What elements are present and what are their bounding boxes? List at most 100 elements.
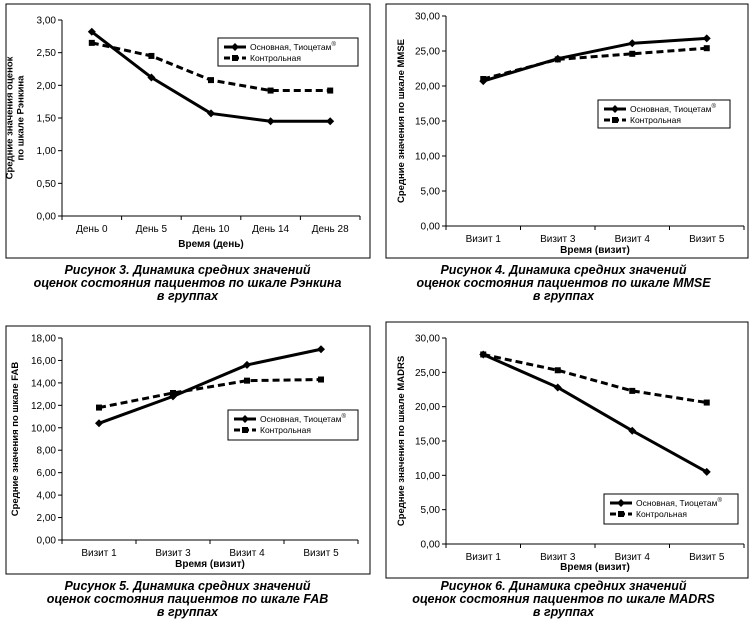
x-tick-label: День 14 xyxy=(252,224,289,235)
chart-fab: 0,00 2,00 4,00 6,00 8,00 10,00 12,00 14,00 16,00… xyxy=(5,325,371,575)
x-axis-label: Время (визит) xyxy=(175,559,245,570)
data-point-control xyxy=(629,50,636,57)
legend-box xyxy=(227,409,359,441)
data-point-main xyxy=(266,117,275,126)
x-tick-label: Визит 5 xyxy=(689,552,725,563)
y-tick-label: 25,00 xyxy=(415,368,440,379)
y-tick-label: 4,00 xyxy=(37,491,57,502)
y-tick-label: 6,00 xyxy=(37,468,57,479)
data-point-control xyxy=(554,367,561,374)
legend-marker-main xyxy=(611,105,619,113)
x-axis-label: Время (день) xyxy=(178,239,244,250)
y-axis-label: Средние значения по шкале MMSE xyxy=(396,39,407,203)
data-point-control xyxy=(267,87,274,94)
y-tick-label: 1,50 xyxy=(37,114,57,125)
y-tick-label: 14,00 xyxy=(31,378,56,389)
y-tick-label: 0,00 xyxy=(421,540,441,551)
y-axis-label: Средние значения по шкале FAB xyxy=(10,362,21,517)
data-point-main xyxy=(628,426,637,435)
data-point-main xyxy=(87,27,96,36)
y-tick-label: 3,00 xyxy=(37,16,57,27)
y-tick-label: 18,00 xyxy=(31,334,56,345)
figure-5-caption-line-3: в группах xyxy=(156,605,219,619)
x-tick-label: Визит 3 xyxy=(155,548,191,559)
data-point-control xyxy=(318,376,324,383)
y-tick-label: 0,00 xyxy=(37,536,57,547)
legend-marker-main xyxy=(241,415,249,423)
y-tick-label: 15,00 xyxy=(415,437,440,448)
y-tick-label: 10,00 xyxy=(31,423,56,434)
y-tick-label: 0,50 xyxy=(37,179,57,190)
legend-marker-control xyxy=(242,427,248,433)
data-point-control xyxy=(148,52,155,59)
y-tick-label: 1,00 xyxy=(37,146,57,157)
x-axis-label: Время (визит) xyxy=(560,562,630,573)
x-tick-label: День 10 xyxy=(193,224,230,235)
data-point-control xyxy=(88,39,95,46)
figure-3-caption: Рисунок 3. Динамика средних значений оце… xyxy=(0,264,375,303)
legend-box xyxy=(603,493,739,525)
data-point-control xyxy=(703,399,710,406)
x-tick-label: День 5 xyxy=(136,224,168,235)
figure-6-caption-line-1: Рисунок 6. Динамика средних значений xyxy=(440,579,687,593)
legend-label: Контрольная xyxy=(636,509,687,519)
figure-4: 0,00 5,00 10,00 15,00 20,00 25,00 30,00 Визит 1… xyxy=(376,0,751,314)
data-point-main xyxy=(317,345,325,354)
chart-frame xyxy=(385,321,749,579)
data-point-control xyxy=(170,389,176,396)
x-tick-label: Визит 3 xyxy=(540,234,576,245)
series-line-control xyxy=(98,378,322,410)
y-tick-label: 10,00 xyxy=(415,152,440,163)
y-tick-label: 0,00 xyxy=(421,222,441,233)
y-tick-label: 2,00 xyxy=(37,513,57,524)
legend-label: Основная, Тиоцетам® xyxy=(260,413,346,424)
y-tick-label: 2,50 xyxy=(37,48,57,59)
y-tick-label: 20,00 xyxy=(415,82,440,93)
y-tick-label: 8,00 xyxy=(37,446,57,457)
data-point-control xyxy=(96,404,102,411)
x-tick-label: Визит 3 xyxy=(540,552,576,563)
data-point-control xyxy=(554,56,561,63)
x-tick-label: Визит 1 xyxy=(466,234,502,245)
chart-frame xyxy=(5,325,371,575)
y-axis-label: Средние значения оценокпо шкале Рэнкина xyxy=(4,56,26,179)
series-line-main xyxy=(98,347,322,425)
figure-6: 0,00 5,00 10,00 15,00 20,00 25,00 30,00 Визит 1… xyxy=(376,316,751,630)
series-line-control xyxy=(482,353,707,405)
y-tick-label: 0,00 xyxy=(37,212,57,223)
data-point-main xyxy=(553,383,562,392)
y-tick-label: 5,00 xyxy=(421,187,441,198)
legend-marker-main xyxy=(231,43,239,51)
y-tick-label: 30,00 xyxy=(415,12,440,23)
data-point-main xyxy=(628,39,637,48)
figure-3-caption-line-2: оценок состояния пациентов по шкале Рэнк… xyxy=(33,276,342,290)
x-tick-label: Визит 1 xyxy=(81,548,117,559)
legend-box xyxy=(597,99,731,129)
figure-4-caption: Рисунок 4. Динамика средних значений оце… xyxy=(376,264,751,303)
y-tick-label: 25,00 xyxy=(415,47,440,58)
figure-5-caption: Рисунок 5. Динамика средних значений оце… xyxy=(0,580,375,619)
chart-madrs: 0,00 5,00 10,00 15,00 20,00 25,00 30,00 Визит 1… xyxy=(385,321,749,579)
x-tick-label: День 28 xyxy=(312,224,349,235)
data-point-main xyxy=(702,34,711,43)
y-axis-label: Средние значения по шкале MADRS xyxy=(396,356,407,526)
y-tick-label: 5,00 xyxy=(421,505,441,516)
figure-3: 0,00 0,50 1,00 1,50 2,00 2,50 3,00 День 0 День 5… xyxy=(0,0,375,314)
data-point-control xyxy=(480,351,487,358)
data-point-main xyxy=(95,419,103,428)
figure-6-caption-line-2: оценок состояния пациентов по шкале MADR… xyxy=(412,592,715,606)
data-point-control xyxy=(480,76,487,82)
y-tick-label: 10,00 xyxy=(415,471,440,482)
x-tick-label: Визит 5 xyxy=(303,548,339,559)
legend-label: Основная, Тиоцетам® xyxy=(630,103,716,114)
data-point-main xyxy=(243,360,251,369)
x-tick-label: Визит 4 xyxy=(229,548,265,559)
data-point-main xyxy=(326,117,335,126)
x-axis-label: Время (визит) xyxy=(560,245,630,256)
data-point-control xyxy=(327,87,334,94)
chart-frame xyxy=(385,3,749,259)
figure-4-caption-line-2: оценок состояния пациентов по шкале MMSE xyxy=(416,276,711,290)
figure-6-caption-line-3: в группах xyxy=(532,605,595,619)
x-tick-label: Визит 1 xyxy=(466,552,502,563)
legend-marker-main xyxy=(617,499,625,507)
